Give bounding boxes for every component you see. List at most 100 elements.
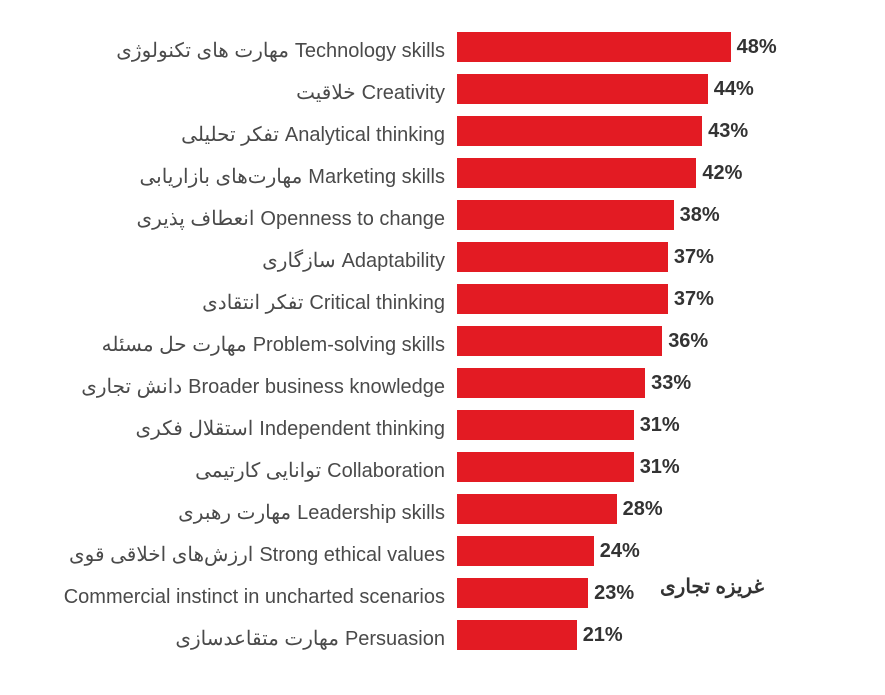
chart-bar bbox=[457, 536, 594, 566]
chart-bar bbox=[457, 200, 674, 230]
chart-row: تفکر انتقادیCritical thinking 37% bbox=[0, 272, 885, 314]
label-en: Persuasion bbox=[345, 628, 445, 650]
chart-bar bbox=[457, 494, 617, 524]
chart-bar-cell: 38% bbox=[457, 200, 885, 230]
chart-row-label: مهارت متقاعدسازی Persuasion bbox=[0, 628, 457, 650]
chart-row-label: ارزش‌های اخلاقی قوی Strong ethical values bbox=[0, 544, 457, 566]
label-fa: خلاقیت bbox=[296, 82, 356, 104]
label-fa: استقلال فکری bbox=[135, 418, 253, 440]
label-en: Strong ethical values bbox=[259, 544, 445, 566]
label-fa: مهارت حل مسئله bbox=[102, 334, 247, 356]
chart-row: مهارت‌های بازاریابیMarketing skills 42% bbox=[0, 146, 885, 188]
chart-bar bbox=[457, 74, 708, 104]
chart-bar bbox=[457, 368, 645, 398]
chart-value-label: 31% bbox=[640, 452, 680, 482]
chart-bar-cell: 42% bbox=[457, 158, 885, 188]
chart-row-label: مهارت های تکنولوژی Technology skills bbox=[0, 40, 457, 62]
label-en: Commercial instinct in uncharted scenari… bbox=[64, 586, 445, 608]
label-en: Marketing skills bbox=[308, 166, 445, 188]
chart-bar bbox=[457, 326, 662, 356]
chart-row: ارزش‌های اخلاقی قوی Strong ethical values… bbox=[0, 524, 885, 566]
chart-value-label: 24% bbox=[600, 536, 640, 566]
chart-value-label: 37% bbox=[674, 284, 714, 314]
label-fa: دانش تجاری bbox=[81, 376, 182, 398]
label-fa: تفکر تحلیلی bbox=[181, 124, 279, 146]
label-fa: ارزش‌های اخلاقی قوی bbox=[69, 544, 253, 566]
chart-row: تفکر تحلیلی Analytical thinking 43% bbox=[0, 104, 885, 146]
chart-bar bbox=[457, 242, 668, 272]
chart-bar-cell: 44% bbox=[457, 74, 885, 104]
chart-row-label: خلاقیت Creativity bbox=[0, 82, 457, 104]
label-en: Broader business knowledge bbox=[188, 376, 445, 398]
chart-row: خلاقیت Creativity 44% bbox=[0, 62, 885, 104]
chart-row-label: Commercial instinct in uncharted scenari… bbox=[0, 586, 457, 608]
chart-row-label: سازگاری Adaptability bbox=[0, 250, 457, 272]
label-en: Independent thinking bbox=[259, 418, 445, 440]
chart-row-label: استقلال فکری Independent thinking bbox=[0, 418, 457, 440]
chart-bar-cell: 37% bbox=[457, 242, 885, 272]
label-en: Leadership skills bbox=[297, 502, 445, 524]
chart-row: مهارت متقاعدسازی Persuasion 21% bbox=[0, 608, 885, 650]
chart-value-label: 43% bbox=[708, 116, 748, 146]
chart-row-label: مهارت‌های بازاریابیMarketing skills bbox=[0, 166, 457, 188]
chart-row: مهارت حل مسئله Problem-solving skills 36% bbox=[0, 314, 885, 356]
chart-row-label: تفکر تحلیلی Analytical thinking bbox=[0, 124, 457, 146]
label-en: Technology skills bbox=[295, 40, 445, 62]
chart-bar-cell: 36% bbox=[457, 326, 885, 356]
chart-bar bbox=[457, 452, 634, 482]
chart-row-label: انعطاف پذیریOpenness to change bbox=[0, 208, 457, 230]
chart-row: غریزه تجاریCommercial instinct in unchar… bbox=[0, 566, 885, 608]
chart-row: توانایی کارتیمی Collaboration 31% bbox=[0, 440, 885, 482]
chart-row-label: مهارت رهبری Leadership skills bbox=[0, 502, 457, 524]
chart-row: مهارت رهبری Leadership skills 28% bbox=[0, 482, 885, 524]
chart-bar-cell: 43% bbox=[457, 116, 885, 146]
chart-value-label: 37% bbox=[674, 242, 714, 272]
chart-row-label: توانایی کارتیمی Collaboration bbox=[0, 460, 457, 482]
chart-value-label: 21% bbox=[583, 620, 623, 650]
chart-row-label: دانش تجاری Broader business knowledge bbox=[0, 376, 457, 398]
label-en: Critical thinking bbox=[309, 292, 445, 314]
chart-bar-cell: 33% bbox=[457, 368, 885, 398]
chart-value-label: 42% bbox=[702, 158, 742, 188]
label-en: Analytical thinking bbox=[285, 124, 445, 146]
chart-bar-cell: 31% bbox=[457, 410, 885, 440]
chart-row: مهارت های تکنولوژی Technology skills 48% bbox=[0, 20, 885, 62]
label-en: Adaptability bbox=[342, 250, 445, 272]
chart-bar bbox=[457, 284, 668, 314]
chart-value-label: 31% bbox=[640, 410, 680, 440]
chart-row-label: مهارت حل مسئله Problem-solving skills bbox=[0, 334, 457, 356]
chart-bar-cell: 37% bbox=[457, 284, 885, 314]
label-fa: مهارت رهبری bbox=[178, 502, 291, 524]
label-en: Collaboration bbox=[327, 460, 445, 482]
label-en: Creativity bbox=[362, 82, 445, 104]
chart-bar bbox=[457, 116, 702, 146]
chart-value-label: 48% bbox=[737, 32, 777, 62]
chart-bar-cell: 31% bbox=[457, 452, 885, 482]
chart-bar-cell: 24% bbox=[457, 536, 885, 566]
chart-bar-cell: 23% bbox=[457, 578, 885, 608]
label-fa: مهارت های تکنولوژی bbox=[116, 40, 289, 62]
chart-value-label: 44% bbox=[714, 74, 754, 104]
chart-bar bbox=[457, 410, 634, 440]
skills-bar-chart: مهارت های تکنولوژیTechnology skills48%خل… bbox=[0, 0, 885, 695]
chart-bar-cell: 28% bbox=[457, 494, 885, 524]
label-fa: توانایی کارتیمی bbox=[195, 460, 321, 482]
chart-value-label: 28% bbox=[623, 494, 663, 524]
label-en: Openness to change bbox=[260, 208, 445, 230]
chart-row-label: تفکر انتقادیCritical thinking bbox=[0, 292, 457, 314]
chart-row: دانش تجاری Broader business knowledge 33% bbox=[0, 356, 885, 398]
label-en: Problem-solving skills bbox=[253, 334, 445, 356]
chart-bar-cell: 21% bbox=[457, 620, 885, 650]
chart-row: سازگاری Adaptability 37% bbox=[0, 230, 885, 272]
label-fa: انعطاف پذیری bbox=[137, 208, 255, 230]
label-fa: مهارت‌های بازاریابی bbox=[140, 166, 303, 188]
chart-bar bbox=[457, 578, 588, 608]
chart-bar bbox=[457, 620, 577, 650]
label-fa: سازگاری bbox=[262, 250, 335, 272]
chart-value-label: 23% bbox=[594, 578, 634, 608]
chart-value-label: 38% bbox=[680, 200, 720, 230]
label-fa: مهارت متقاعدسازی bbox=[175, 628, 339, 650]
chart-row: استقلال فکری Independent thinking 31% bbox=[0, 398, 885, 440]
chart-value-label: 36% bbox=[668, 326, 708, 356]
chart-value-label: 33% bbox=[651, 368, 691, 398]
